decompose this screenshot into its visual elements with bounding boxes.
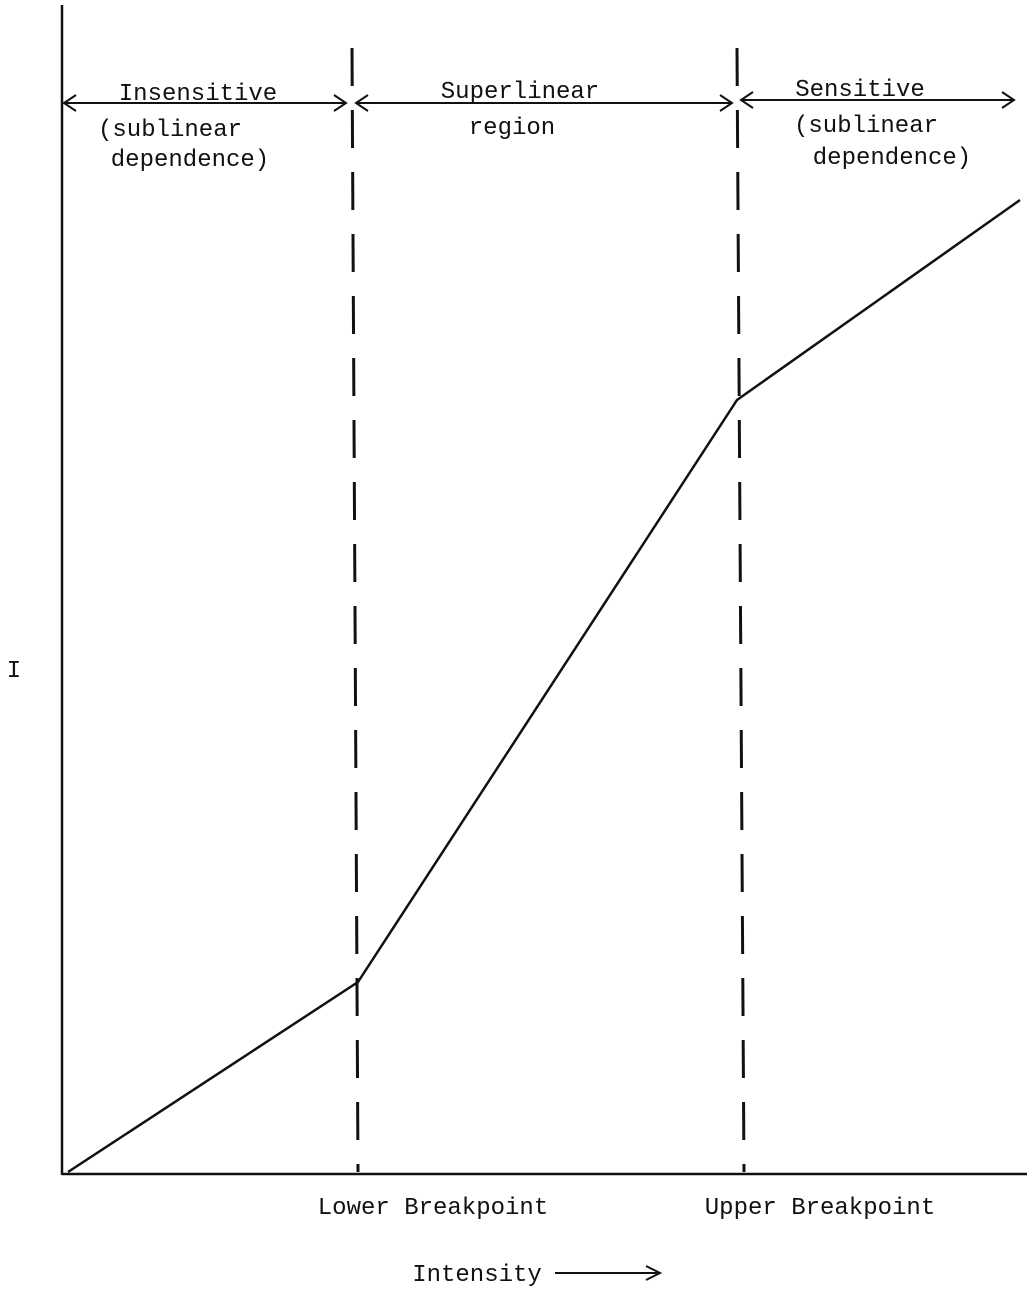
region-label: Insensitive (119, 81, 277, 108)
region-arrows (62, 91, 1016, 1281)
region-label: dependence) (111, 147, 269, 174)
region-label: dependence) (813, 145, 971, 172)
region-label: region (469, 115, 555, 142)
region-label: Superlinear (441, 79, 599, 106)
region-label: Sensitive (795, 77, 925, 104)
breakpoint-label: Lower Breakpoint (318, 1195, 548, 1222)
x-axis-label: Intensity (412, 1262, 542, 1289)
response-curve (67, 198, 1021, 1174)
upper-breakpoint-line (735, 47, 746, 1173)
region-label: (sublinear (98, 117, 242, 144)
region-label: (sublinear (794, 113, 938, 140)
lower-breakpoint-line (350, 47, 360, 1173)
y-axis-label: I (7, 658, 21, 685)
breakpoint-label: Upper Breakpoint (705, 1195, 935, 1222)
